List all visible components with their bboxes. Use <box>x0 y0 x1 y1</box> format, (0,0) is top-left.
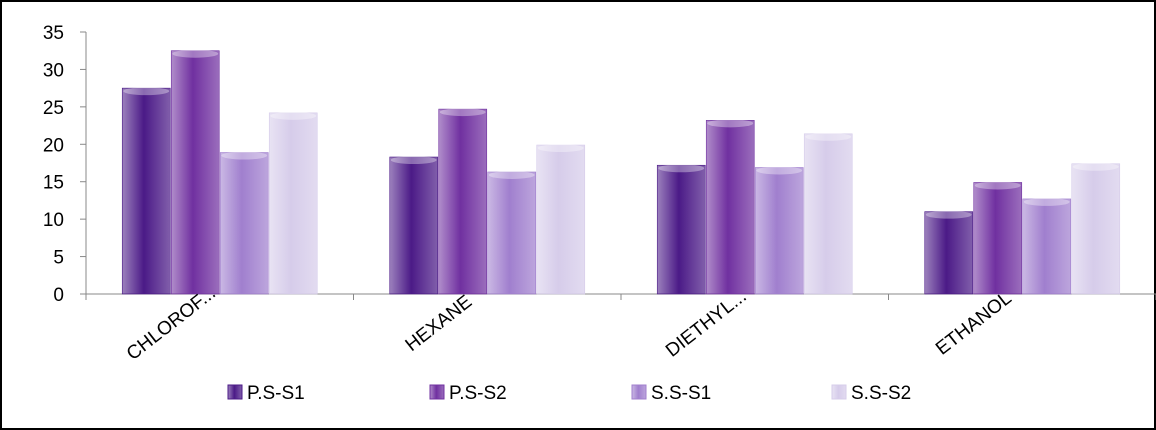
bar-highlight <box>390 156 437 165</box>
legend-label: P.S-S1 <box>247 383 305 404</box>
bar <box>705 119 755 295</box>
bar-body <box>219 152 269 295</box>
bar-body <box>121 87 171 295</box>
bar-highlight <box>925 210 972 219</box>
bar-highlight <box>707 119 754 128</box>
bar <box>973 181 1023 295</box>
x-category-label: HEXANE <box>402 291 477 356</box>
y-tick-label: 35 <box>43 23 64 44</box>
y-tick-label: 10 <box>43 210 64 231</box>
x-category-label: CHLOROF... <box>123 283 220 365</box>
bar <box>924 210 974 295</box>
legend-item: S.S-S1 <box>631 383 711 404</box>
bar-body <box>536 144 586 295</box>
bar <box>1022 197 1072 295</box>
bar <box>268 111 318 295</box>
bar <box>121 87 171 295</box>
bar-highlight <box>1072 162 1119 171</box>
bar-body <box>487 171 537 295</box>
bar-highlight <box>270 111 317 120</box>
bar-highlight <box>221 151 268 160</box>
bar <box>803 132 853 295</box>
bar-body <box>924 211 974 295</box>
bar <box>487 170 537 295</box>
bar <box>170 49 220 295</box>
bar-body <box>656 164 706 295</box>
bar-highlight <box>756 166 803 175</box>
bar <box>389 156 439 295</box>
bar <box>754 166 804 295</box>
bar-body <box>170 50 220 295</box>
bar-body <box>973 182 1023 295</box>
legend-item: S.S-S2 <box>831 383 911 404</box>
bar-body <box>438 108 488 295</box>
y-tick-label: 5 <box>53 248 64 269</box>
bar-body <box>1071 163 1121 295</box>
legend-label: S.S-S2 <box>851 383 911 404</box>
legend-item: P.S-S2 <box>429 383 507 404</box>
legend-swatch <box>429 384 445 400</box>
legend-swatch <box>227 384 243 400</box>
legend-swatch <box>631 384 647 400</box>
legend-label: S.S-S1 <box>651 383 711 404</box>
y-tick-label: 0 <box>53 285 64 306</box>
bar-body <box>1022 198 1072 295</box>
bar <box>656 164 706 295</box>
legend-swatch <box>831 384 847 400</box>
bar-highlight <box>805 132 852 141</box>
y-tick-label: 20 <box>43 135 64 156</box>
bar-body <box>803 133 853 295</box>
bar-body <box>389 156 439 295</box>
bar-body <box>268 112 318 295</box>
bar <box>536 144 586 295</box>
bar-highlight <box>172 49 219 58</box>
bar-highlight <box>123 87 170 96</box>
legend-item: P.S-S1 <box>227 383 305 404</box>
x-category-label: DIETHYL... <box>662 286 751 362</box>
bar-highlight <box>537 144 584 153</box>
y-tick-label: 30 <box>43 60 64 81</box>
bar <box>438 108 488 295</box>
bar-highlight <box>439 108 486 117</box>
bar-highlight <box>974 181 1021 190</box>
y-tick-label: 15 <box>43 173 64 194</box>
bar-highlight <box>488 170 535 179</box>
legend-label: P.S-S2 <box>449 383 507 404</box>
bar-highlight <box>1023 197 1070 206</box>
bar <box>1071 162 1121 295</box>
bar-highlight <box>658 164 705 173</box>
bar <box>219 151 269 295</box>
bar-body <box>754 167 804 295</box>
x-category-label: ETHANOL <box>932 288 1016 360</box>
y-tick-label: 25 <box>43 98 64 119</box>
bar-body <box>705 120 755 295</box>
